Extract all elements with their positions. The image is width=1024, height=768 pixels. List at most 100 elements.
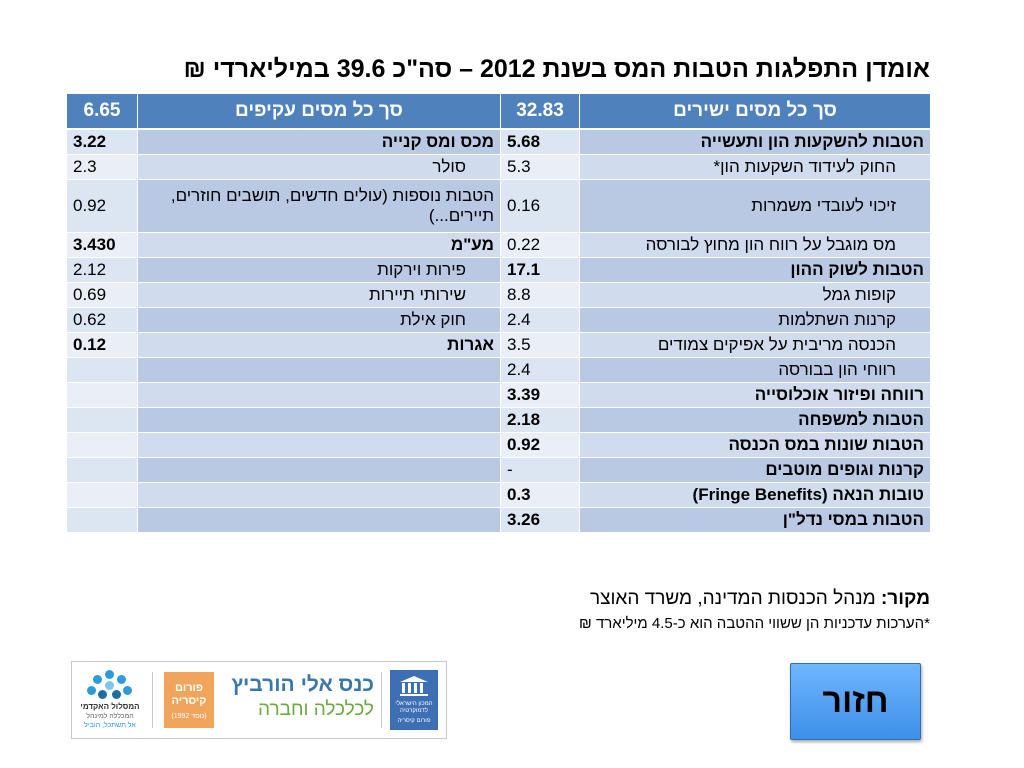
table-row: רווחי הון בבורסה 2.4	[66, 357, 931, 383]
indirect-item-value: 3.22	[66, 128, 138, 155]
direct-item-value: -	[500, 457, 580, 483]
table-row: קרנות וגופים מוטבים -	[66, 457, 931, 483]
direct-item-label: מס מוגבל על רווח הון מחוץ לבורסה	[579, 232, 931, 258]
direct-item-label: הכנסה מריבית על אפיקים צמודים	[579, 332, 931, 358]
aac-sub: המכללה למינהל	[86, 713, 134, 720]
indirect-item-value	[66, 432, 138, 458]
table-row: הטבות לשוק ההון 17.1 פירות וירקות 2.12	[66, 257, 931, 283]
back-button[interactable]: חזור	[790, 663, 921, 740]
direct-item-value: 5.3	[500, 154, 580, 180]
aac-tagline: אל תשתכל, הוביל	[84, 722, 136, 729]
direct-item-value: 0.3	[500, 482, 580, 508]
direct-item-value: 17.1	[500, 257, 580, 283]
conference-logo: כנס אלי הורביץ לכלכלה וחברה	[224, 672, 374, 728]
direct-item-value: 8.8	[500, 282, 580, 308]
source-line: מקור: מנהל הכנסות המדינה, משרד האוצר	[300, 587, 930, 611]
direct-item-value: 2.4	[500, 357, 580, 383]
academic-college-logo: המסלול האקדמי המכללה למינהל אל תשתכל, הו…	[80, 668, 140, 732]
table-header-row: סך כל מסים ישירים 32.83 סך כל מסים עקיפים 6…	[66, 93, 931, 130]
direct-item-label: רווחי הון בבורסה	[579, 357, 931, 383]
table-row: קרנות השתלמות 2.4 חוק אילת 0.62	[66, 307, 931, 333]
forum-name: פורום קיסריה	[171, 682, 207, 707]
direct-item-label: הטבות להשקעות הון ותעשייה	[579, 128, 931, 155]
indirect-item-label: הטבות נוספות (עולים חדשים, תושבים חוזרים…	[137, 179, 501, 233]
indirect-item-value	[66, 457, 138, 483]
indirect-item-label	[137, 382, 501, 408]
direct-item-value: 5.68	[500, 128, 580, 155]
source-text: מנהל הכנסות המדינה, משרד האוצר	[589, 588, 881, 609]
indirect-taxes-header: סך כל מסים עקיפים	[137, 93, 501, 130]
building-icon	[390, 675, 438, 697]
source-label: מקור:	[880, 588, 930, 609]
indirect-item-value: 0.92	[66, 179, 138, 233]
table-row: זיכוי לעובדי משמרות 0.16 הטבות נוספות (עול…	[66, 179, 931, 233]
table-row: הטבות להשקעות הון ותעשייה 5.68 מכס ומס קני…	[66, 128, 931, 155]
indirect-item-value	[66, 382, 138, 408]
indirect-item-label	[137, 432, 501, 458]
conference-title: כנס אלי הורביץ	[231, 673, 374, 696]
direct-item-label: הטבות לשוק ההון	[579, 257, 931, 283]
direct-item-value: 0.22	[500, 232, 580, 258]
indirect-item-label	[137, 407, 501, 433]
indirect-item-value	[66, 482, 138, 508]
indirect-taxes-total: 6.65	[66, 93, 138, 130]
dots-icon	[80, 668, 140, 702]
sponsor-logos: המסלול האקדמי המכללה למינהל אל תשתכל, הו…	[71, 661, 447, 739]
logo-divider	[381, 672, 382, 728]
direct-item-label: הטבות שונות במס הכנסה	[579, 432, 931, 458]
indirect-item-value	[66, 357, 138, 383]
indirect-item-label: פירות וירקות	[137, 257, 501, 283]
idi-logo: המכון הישראלי לדמוקרטיה פורום קיסריה	[390, 670, 438, 730]
direct-item-label: החוק לעידוד השקעות הון*	[579, 154, 931, 180]
indirect-item-value: 0.12	[66, 332, 138, 358]
direct-item-label: קרנות השתלמות	[579, 307, 931, 333]
aac-name: המסלול האקדמי	[80, 702, 140, 711]
table-row: הטבות למשפחה 2.18	[66, 407, 931, 433]
indirect-item-value: 2.12	[66, 257, 138, 283]
caesarea-forum-logo: פורום קיסריה (נוסד 1992)	[164, 672, 214, 728]
indirect-item-value: 0.62	[66, 307, 138, 333]
table-row: הכנסה מריבית על אפיקים צמודים 3.5 אגרות 0.1…	[66, 332, 931, 358]
indirect-item-label: מכס ומס קנייה	[137, 128, 501, 155]
indirect-item-label: אגרות	[137, 332, 501, 358]
direct-item-label: הטבות למשפחה	[579, 407, 931, 433]
indirect-item-value	[66, 507, 138, 533]
table-row: טובות הנאה (Fringe Benefits) 0.3	[66, 482, 931, 508]
direct-item-label: קרנות וגופים מוטבים	[579, 457, 931, 483]
direct-item-label: רווחה ופיזור אוכלוסייה	[579, 382, 931, 408]
tax-benefits-table: סך כל מסים ישירים 32.83 סך כל מסים עקיפים 6…	[66, 93, 931, 533]
direct-taxes-total: 32.83	[500, 93, 580, 130]
direct-item-value: 2.18	[500, 407, 580, 433]
direct-item-value: 3.26	[500, 507, 580, 533]
direct-item-value: 0.92	[500, 432, 580, 458]
indirect-item-value: 3.430	[66, 232, 138, 258]
table-row: הטבות שונות במס הכנסה 0.92	[66, 432, 931, 458]
direct-item-label: זיכוי לעובדי משמרות	[579, 179, 931, 233]
indirect-item-label	[137, 507, 501, 533]
indirect-item-label	[137, 457, 501, 483]
indirect-item-value: 0.69	[66, 282, 138, 308]
footnote: *הערכות עדכניות הן ששווי ההטבה הוא כ-4.5…	[579, 615, 930, 632]
table-row: רווחה ופיזור אוכלוסייה 3.39	[66, 382, 931, 408]
logo-divider	[152, 672, 153, 728]
indirect-item-label: שירותי תיירות	[137, 282, 501, 308]
direct-item-value: 3.39	[500, 382, 580, 408]
forum-sub: (נוסד 1992)	[171, 713, 207, 720]
table-row: החוק לעידוד השקעות הון* 5.3 סולר 2.3	[66, 154, 931, 180]
table-row: קופות גמל 8.8 שירותי תיירות 0.69	[66, 282, 931, 308]
indirect-item-value: 2.3	[66, 154, 138, 180]
indirect-item-label	[137, 482, 501, 508]
indirect-item-label: חוק אילת	[137, 307, 501, 333]
page-title: אומדן התפלגות הטבות המס בשנת 2012 – סה"כ…	[183, 55, 930, 83]
indirect-item-label: מע"מ	[137, 232, 501, 258]
table-row: מס מוגבל על רווח הון מחוץ לבורסה 0.22 מע"מ…	[66, 232, 931, 258]
direct-item-value: 2.4	[500, 307, 580, 333]
indirect-item-label	[137, 357, 501, 383]
indirect-item-label: סולר	[137, 154, 501, 180]
direct-taxes-header: סך כל מסים ישירים	[579, 93, 931, 130]
direct-item-value: 3.5	[500, 332, 580, 358]
direct-item-label: קופות גמל	[579, 282, 931, 308]
idi-forum: פורום קיסריה	[397, 718, 431, 724]
indirect-item-value	[66, 407, 138, 433]
table-row: הטבות במסי נדל"ן 3.26	[66, 507, 931, 533]
